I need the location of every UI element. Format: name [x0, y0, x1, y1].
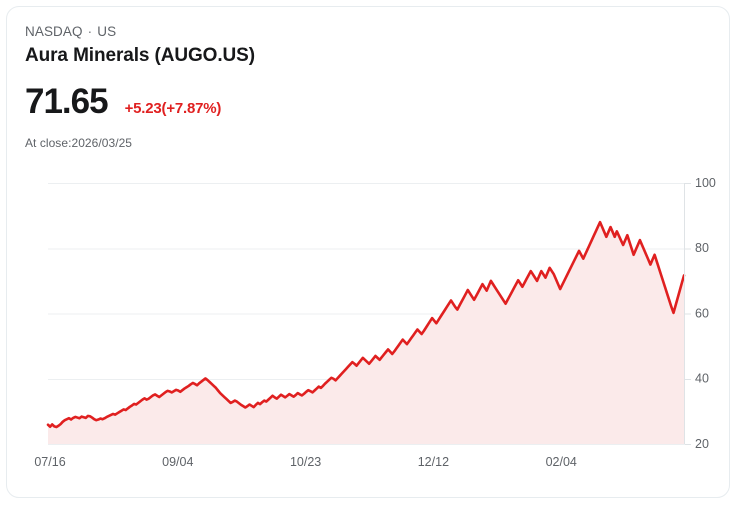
series-line-path: [46, 220, 686, 429]
exchange-label: NASDAQ: [25, 24, 83, 39]
y-axis-tick-label: 40: [695, 372, 709, 386]
separator-dot: ·: [87, 24, 93, 39]
page-title: Aura Minerals (AUGO.US): [25, 45, 255, 66]
x-axis-tick-label: 09/04: [162, 455, 193, 469]
price-change: +5.23(+7.87%): [124, 100, 222, 117]
y-axis-tick-label: 20: [695, 437, 709, 451]
region-label: US: [97, 24, 117, 39]
y-axis-tick-label: 60: [695, 306, 709, 320]
x-axis-tick-label: 10/23: [290, 455, 321, 469]
price-chart: 20 40 60 80 100 07/16 09/04 10/23 12/12 02/04: [7, 167, 729, 487]
market-status-note: At close:2026/03/25: [25, 136, 133, 150]
x-axis-labels: 07/16 09/04 10/23 12/12 02/04: [34, 455, 577, 469]
y-axis-tick-label: 80: [695, 241, 709, 255]
price-chart-svg: 20 40 60 80 100 07/16 09/04 10/23 12/12 02/04: [34, 176, 716, 469]
x-axis-tick-label: 07/16: [34, 455, 65, 469]
chart-axis: [684, 183, 691, 445]
x-axis-tick-label: 02/04: [546, 455, 577, 469]
quote-header: NASDAQ · US Aura Minerals (AUGO.US) 71.65 …: [25, 23, 255, 150]
y-axis-tick-label: 100: [695, 176, 716, 190]
stock-quote-card: NASDAQ · US Aura Minerals (AUGO.US) 71.65 …: [6, 6, 730, 498]
chart-area-fill: [48, 222, 684, 444]
series-area-path: [48, 222, 684, 444]
price-row: 71.65 +5.23(+7.87%): [25, 83, 255, 121]
exchange-region-row: NASDAQ · US: [25, 23, 255, 41]
x-axis-tick-label: 12/12: [418, 455, 449, 469]
current-price: 71.65: [25, 82, 109, 121]
y-axis-labels: 20 40 60 80 100: [695, 176, 716, 451]
chart-line-series: [46, 220, 686, 429]
